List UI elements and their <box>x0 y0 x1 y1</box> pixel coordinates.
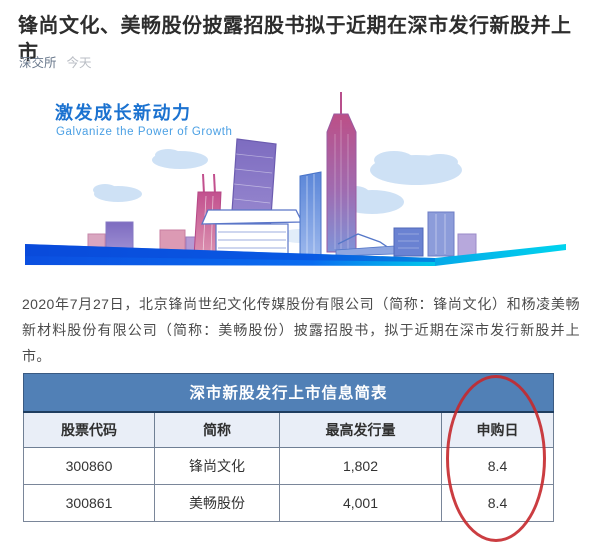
cell-subscription-date: 8.4 <box>440 484 555 522</box>
article-paragraph: 2020年7月27日，北京锋尚世纪文化传媒股份有限公司（简称：锋尚文化）和杨凌美… <box>22 296 580 364</box>
header-stock-code: 股票代码 <box>23 411 155 448</box>
article-meta: 深交所 今天 <box>19 52 92 71</box>
table-header-row: 股票代码 简称 最高发行量 申购日 <box>23 411 555 448</box>
banner-image: 激发成长新动力 Galvanize the Power of Growth <box>0 84 600 270</box>
cell-short-name: 锋尚文化 <box>154 447 280 485</box>
timestamp-label: 今天 <box>66 56 92 70</box>
cell-stock-code: 300860 <box>23 447 155 485</box>
banner-slogan-cn: 激发成长新动力 <box>55 103 192 123</box>
city-skyline-illustration <box>25 92 566 266</box>
page-title: 锋尚文化、美畅股份披露招股书拟于近期在深市发行新股并上市 <box>18 15 572 64</box>
right-buildings <box>393 211 477 257</box>
cell-max-issue-volume: 1,802 <box>279 447 442 485</box>
banner-slogan-en: Galvanize the Power of Growth <box>56 126 233 138</box>
ipo-info-table: 深市新股发行上市信息简表 股票代码 简称 最高发行量 申购日 300860 锋尚… <box>22 373 555 522</box>
header-subscription-date: 申购日 <box>440 411 555 448</box>
blue-ribbon <box>25 244 566 266</box>
blue-tower <box>299 171 322 257</box>
source-label[interactable]: 深交所 <box>19 56 57 70</box>
header-max-issue-volume: 最高发行量 <box>279 411 442 448</box>
header-short-name: 简称 <box>154 411 280 448</box>
table-title: 深市新股发行上市信息简表 <box>22 373 555 413</box>
table-row: 300860 锋尚文化 1,802 8.4 <box>23 447 555 485</box>
cell-max-issue-volume: 4,001 <box>279 484 442 522</box>
cell-subscription-date: 8.4 <box>440 447 555 485</box>
table-row: 300861 美畅股份 4,001 8.4 <box>23 484 555 522</box>
civic-center-building <box>201 209 304 257</box>
bridge-structure <box>335 233 395 257</box>
cell-stock-code: 300861 <box>23 484 155 522</box>
pingan-tower <box>326 92 357 253</box>
cell-short-name: 美畅股份 <box>154 484 280 522</box>
